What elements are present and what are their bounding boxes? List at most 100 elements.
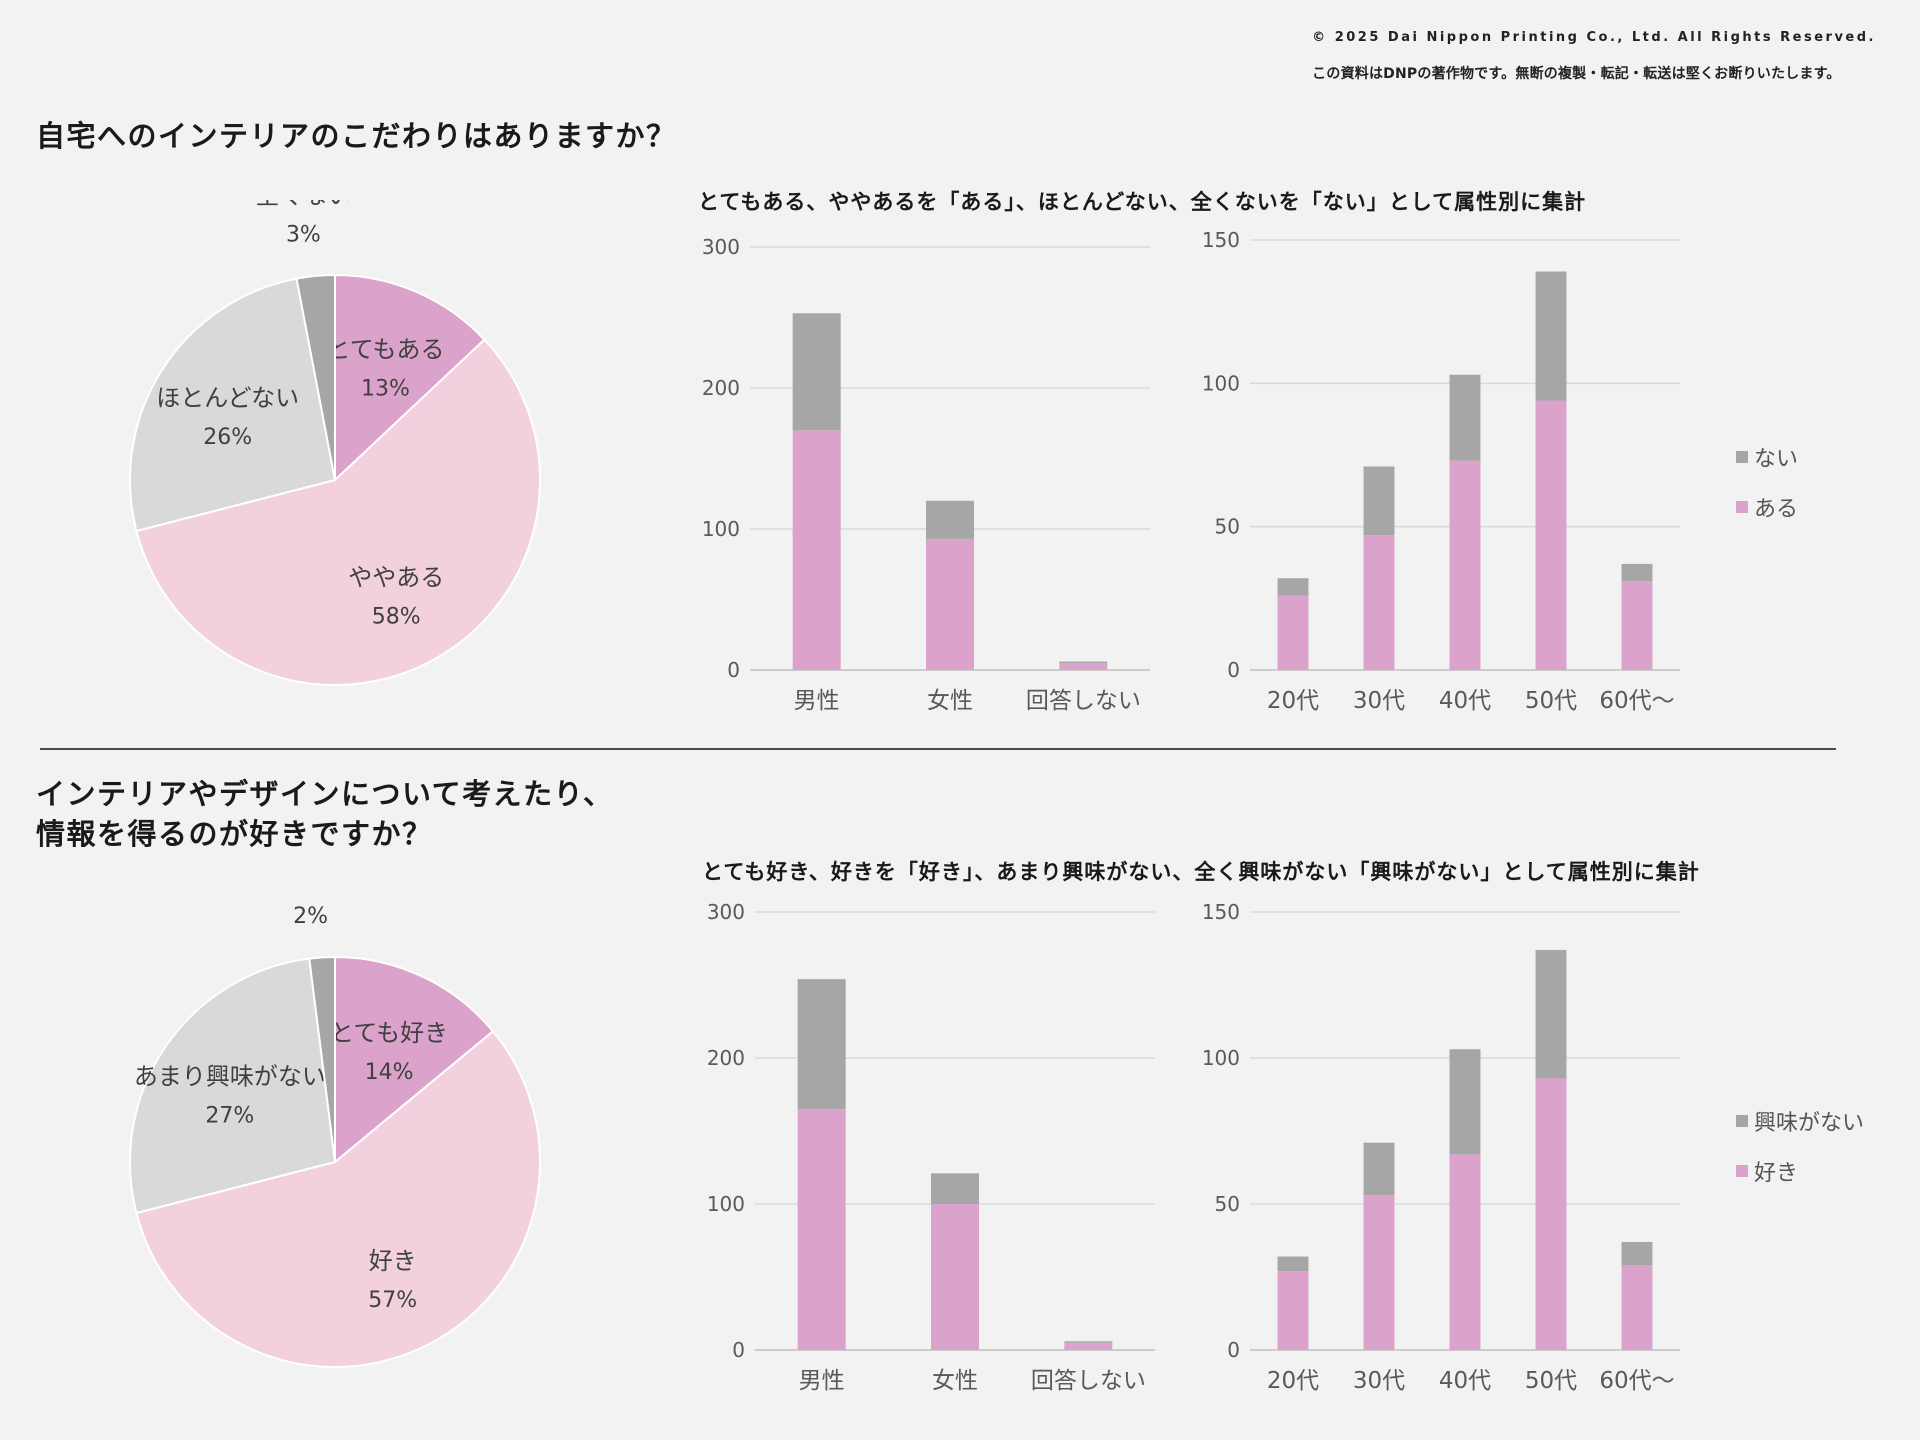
bar-好き-50代 [1535, 1078, 1567, 1350]
section1-subtitle: とてもある、ややあるを「ある」、ほとんどない、全くないを「ない」として属性別に集… [698, 190, 1587, 214]
pie-slice-3 [295, 273, 336, 481]
bar-好き-60代～ [1621, 1265, 1653, 1350]
x-tick-label: 男性 [799, 1368, 845, 1394]
x-tick-label: 20代 [1267, 1368, 1319, 1394]
y-tick-label: 50 [1215, 1192, 1240, 1216]
x-tick-label: 女性 [932, 1368, 978, 1394]
bar-ある-30代 [1363, 535, 1395, 670]
pie-label-3: 全くない [255, 200, 351, 209]
section2-subtitle: とても好き、好きを「好き」、あまり興味がない、全く興味がない「興味がない」として… [702, 860, 1700, 884]
bar-興味がない-女性 [931, 1173, 979, 1204]
pie-value-3: 3% [286, 222, 321, 247]
bar-ある-40代 [1449, 460, 1481, 670]
bar-興味がない-50代 [1535, 949, 1567, 1079]
bar-興味がない-40代 [1449, 1049, 1481, 1155]
pie-value-2: 26% [203, 425, 252, 450]
bar-興味がない-回答しない [1064, 1341, 1113, 1343]
bar-ある-男性 [792, 430, 841, 670]
y-tick-label: 300 [702, 235, 740, 259]
pie-label-1: ややある [348, 563, 444, 591]
x-tick-label: 20代 [1267, 688, 1319, 714]
legend-item-suki: 好き [1736, 1146, 1864, 1196]
bar-ある-60代～ [1621, 581, 1653, 670]
y-tick-label: 150 [1202, 900, 1240, 924]
pie-slice-1 [135, 1029, 541, 1368]
bar-好き-女性 [931, 1204, 979, 1350]
section-divider [40, 748, 1836, 750]
bar-chart-age-2: 0 50 100 150 20代 30代 40代 50代 60代～ [1202, 900, 1680, 1394]
pie-slice-2 [129, 277, 337, 533]
bar-ない-女性 [926, 500, 974, 539]
y-tick-label: 100 [1202, 1046, 1240, 1070]
x-tick-label: 60代～ [1599, 688, 1674, 714]
y-tick-label: 0 [732, 1338, 745, 1362]
bar-ない-30代 [1363, 466, 1395, 536]
pie-value-1: 58% [372, 604, 421, 629]
x-tick-label: 回答しない [1031, 1368, 1146, 1394]
legend-item-nai: ない [1736, 432, 1798, 482]
copyright-line1: © 2025 Dai Nippon Printing Co., Ltd. All… [1312, 30, 1876, 45]
x-tick-label: 回答しない [1026, 688, 1141, 714]
pie-slice-0 [334, 955, 495, 1165]
bar-興味がない-20代 [1277, 1256, 1309, 1272]
x-tick-label: 60代～ [1599, 1368, 1674, 1394]
legend-item-aru: ある [1736, 482, 1798, 532]
bar-ない-回答しない [1059, 661, 1108, 663]
x-tick-label: 30代 [1353, 1368, 1405, 1394]
question-2-title: インテリアやデザインについて考えたり、 情報を得るのが好きですか？ [36, 774, 613, 854]
y-tick-label: 0 [1227, 658, 1240, 682]
y-tick-label: 150 [1202, 228, 1240, 252]
y-tick-label: 100 [1202, 371, 1240, 395]
bar-ある-女性 [926, 538, 974, 670]
y-tick-label: 200 [702, 376, 740, 400]
pie-label-2: ほとんどない [156, 384, 299, 412]
bar-chart-gender-1: 0 100 200 300 男性 女性 回答しない [702, 235, 1150, 714]
pie-label-0: とても好き [330, 1019, 448, 1047]
question-2-line1: インテリアやデザインについて考えたり、 [36, 777, 614, 811]
pie-label-1: 好き [369, 1247, 417, 1275]
y-tick-label: 100 [702, 517, 740, 541]
question-1-title: 自宅へのインテリアのこだわりはありますか？ [36, 119, 677, 153]
y-tick-label: 0 [727, 658, 740, 682]
bar-好き-30代 [1363, 1195, 1395, 1350]
bar-ない-40代 [1449, 374, 1481, 461]
y-tick-label: 200 [707, 1046, 745, 1070]
bar-ない-50代 [1535, 271, 1567, 401]
bar-好き-20代 [1277, 1271, 1309, 1350]
x-tick-label: 40代 [1439, 1368, 1491, 1394]
question-2-line2: 情報を得るのが好きですか？ [36, 817, 433, 851]
pie-slice-1 [135, 338, 541, 686]
pie-slice-3 [308, 955, 336, 1163]
bar-好き-40代 [1449, 1154, 1481, 1350]
x-tick-label: 30代 [1353, 688, 1405, 714]
bar-興味がない-男性 [797, 979, 846, 1110]
pie-chart-1: とてもある 13% ややある 58% ほとんどない 26% 全くない 3% [129, 200, 541, 686]
pie-slice-0 [334, 273, 486, 483]
x-tick-label: 男性 [794, 688, 840, 714]
pie-value-1: 57% [368, 1288, 417, 1313]
x-tick-label: 女性 [927, 688, 973, 714]
copyright-line2: この資料はDNPの著作物です。無断の複製・転記・転送は堅くお断りいたします。 [1312, 66, 1841, 82]
bar-ない-20代 [1277, 578, 1309, 596]
bar-ない-男性 [792, 313, 841, 431]
y-tick-label: 100 [707, 1192, 745, 1216]
x-tick-label: 50代 [1525, 1368, 1577, 1394]
bar-興味がない-60代～ [1621, 1241, 1653, 1266]
pie-value-0: 14% [365, 1060, 414, 1085]
bar-ある-回答しない [1059, 662, 1108, 670]
pie-value-2: 27% [205, 1104, 254, 1129]
bar-興味がない-30代 [1363, 1142, 1395, 1196]
y-tick-label: 0 [1227, 1338, 1240, 1362]
y-tick-label: 300 [707, 900, 745, 924]
pie-slice-2 [129, 957, 337, 1215]
bar-ある-50代 [1535, 400, 1567, 670]
copyright-notice: © 2025 Dai Nippon Printing Co., Ltd. All… [1312, 30, 1876, 83]
bar-好き-男性 [797, 1109, 846, 1350]
legend-1: ない ある [1736, 432, 1798, 532]
pie-value-3: 2% [293, 904, 328, 929]
bar-ない-60代～ [1621, 563, 1653, 582]
bar-chart-age-1: 0 50 100 150 20代 30代 40代 50代 60代～ [1202, 228, 1680, 714]
y-tick-label: 50 [1215, 515, 1240, 539]
x-tick-label: 40代 [1439, 688, 1491, 714]
